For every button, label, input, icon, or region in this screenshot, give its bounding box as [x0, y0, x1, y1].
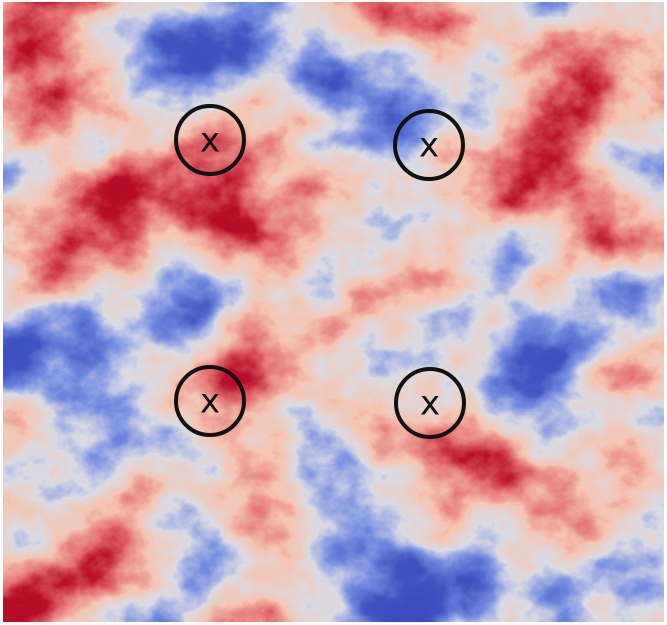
- page: xxxx (() => { const data = JSON.parse(do…: [0, 0, 667, 625]
- turbulence-field-image: x x x x: [0, 0, 667, 625]
- marker-label: x: [200, 121, 220, 161]
- marker-label: x: [420, 384, 440, 424]
- marker-label: x: [419, 126, 439, 166]
- field: [3, 2, 664, 622]
- marker-label: x: [200, 382, 220, 422]
